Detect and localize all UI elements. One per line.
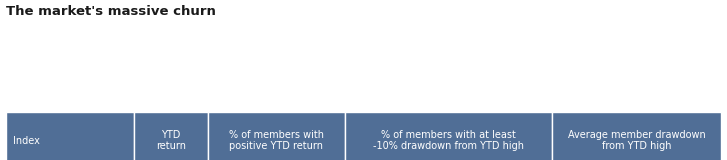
Text: YTD
return: YTD return (156, 130, 185, 151)
Text: % of members with at least
-10% drawdown from YTD high: % of members with at least -10% drawdown… (373, 130, 524, 151)
Bar (207, 112, 345, 160)
Bar (552, 112, 721, 160)
Bar (345, 112, 552, 160)
Text: Index: Index (13, 136, 40, 146)
Bar (134, 112, 207, 160)
Bar (6, 112, 134, 160)
Text: The market's massive churn: The market's massive churn (6, 5, 216, 18)
Text: Average member drawdown
from YTD high: Average member drawdown from YTD high (568, 130, 705, 151)
Text: % of members with
positive YTD return: % of members with positive YTD return (229, 130, 324, 151)
